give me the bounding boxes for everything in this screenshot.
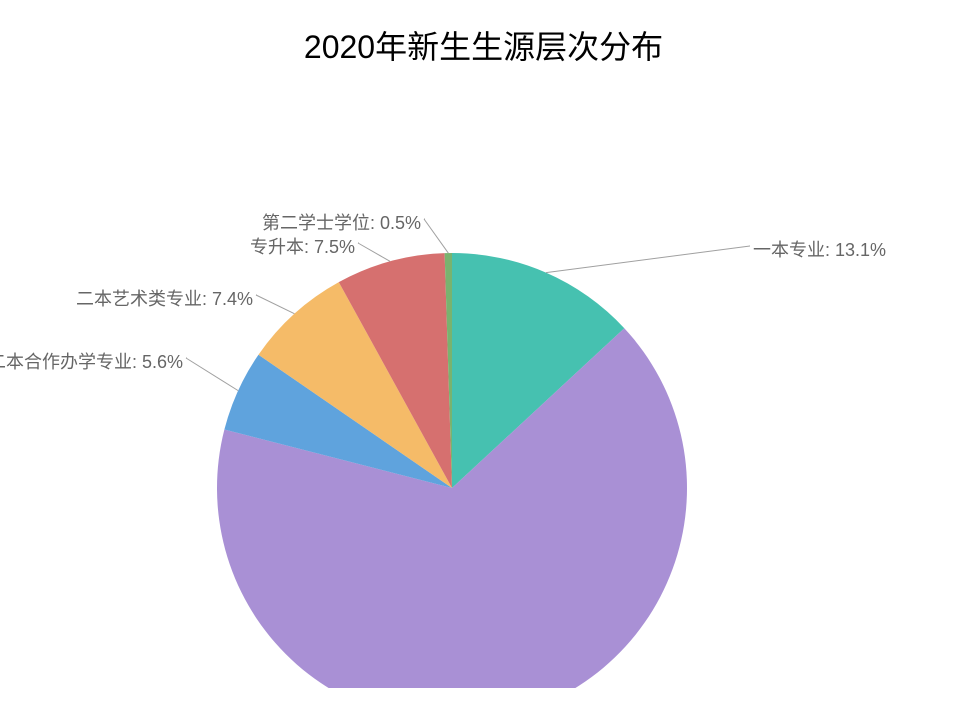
leader-line <box>546 246 750 273</box>
leader-line <box>358 243 390 261</box>
pie-svg <box>0 68 967 688</box>
slice-label: 第二学士学位: 0.5% <box>262 209 421 235</box>
slice-label: 专升本: 7.5% <box>250 233 355 259</box>
leader-line <box>424 219 448 253</box>
slice-label: 一本专业: 13.1% <box>753 236 886 262</box>
chart-title: 2020年新生生源层次分布 <box>0 22 967 68</box>
leader-line <box>186 358 238 391</box>
slice-label: 二本艺术类专业: 7.4% <box>76 285 253 311</box>
pie-chart: 一本专业: 13.1%二本普通类专业: 65.9%二本合作办学专业: 5.6%二… <box>0 68 967 688</box>
slice-label: 二本合作办学专业: 5.6% <box>0 348 183 374</box>
leader-line <box>256 295 294 314</box>
